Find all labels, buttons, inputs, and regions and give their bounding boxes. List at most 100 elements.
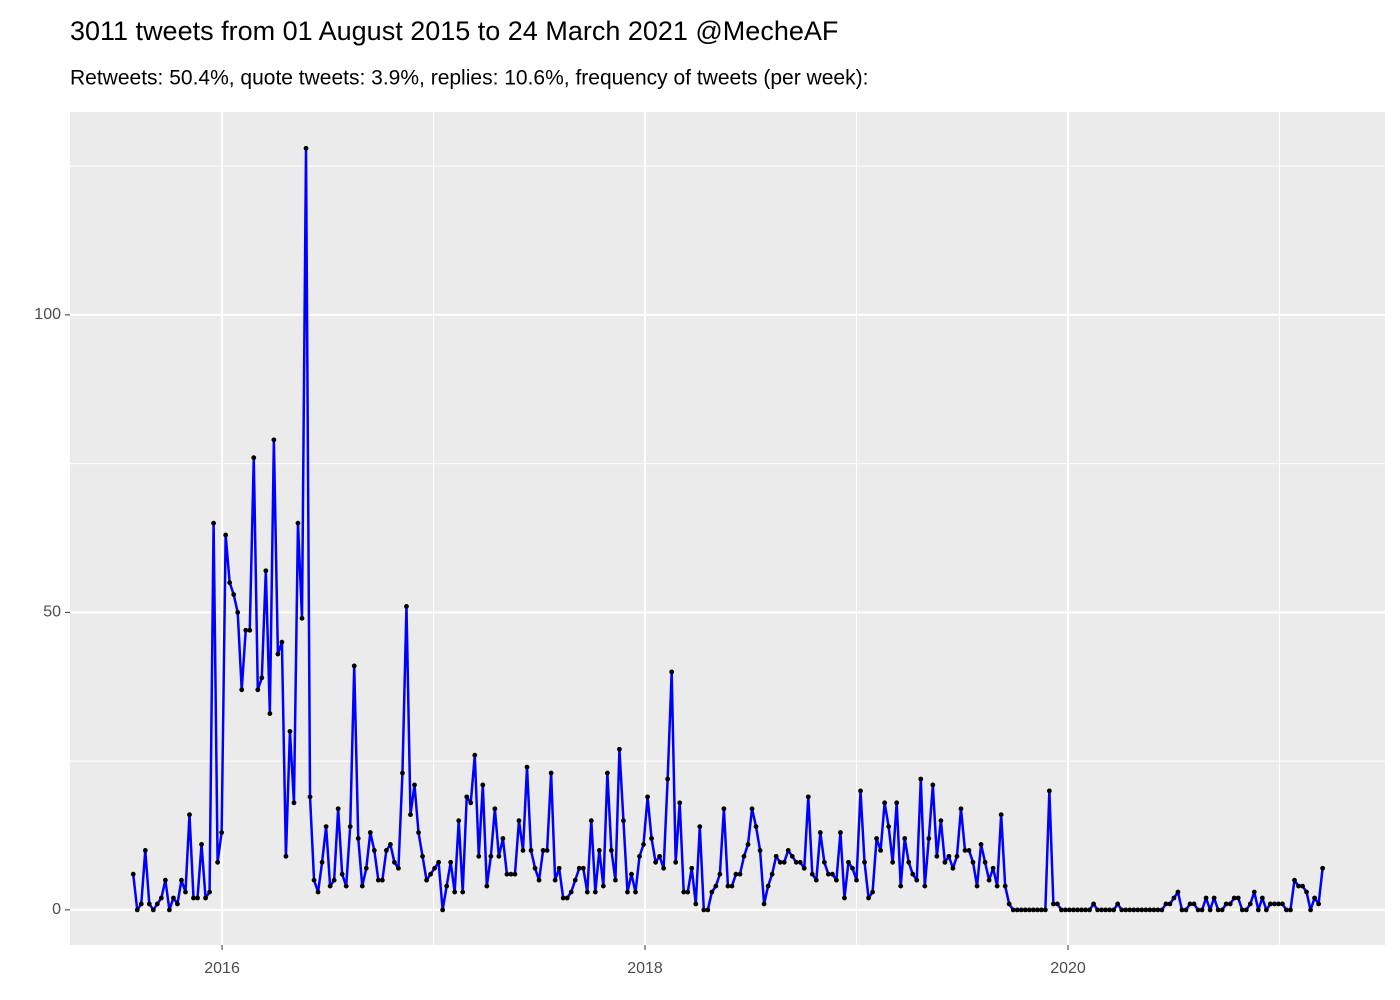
point bbox=[645, 794, 650, 800]
point bbox=[1271, 901, 1277, 907]
point bbox=[291, 800, 297, 806]
point bbox=[946, 853, 952, 859]
point bbox=[387, 842, 393, 847]
point bbox=[331, 877, 337, 883]
x-tick-label: 2018 bbox=[627, 960, 663, 977]
point bbox=[383, 847, 389, 853]
point bbox=[641, 842, 646, 847]
point bbox=[1179, 907, 1185, 913]
point bbox=[604, 770, 610, 776]
point bbox=[689, 865, 695, 871]
point bbox=[488, 853, 494, 859]
point bbox=[1292, 877, 1297, 883]
y-tick-label: 50 bbox=[43, 604, 61, 621]
point bbox=[592, 889, 598, 895]
point bbox=[777, 859, 783, 865]
point bbox=[713, 883, 719, 889]
point bbox=[1195, 907, 1201, 913]
point bbox=[580, 865, 586, 871]
point bbox=[657, 853, 663, 859]
point bbox=[789, 853, 795, 859]
point bbox=[1263, 907, 1269, 913]
point bbox=[512, 871, 518, 877]
point bbox=[1063, 907, 1068, 913]
point bbox=[568, 889, 574, 895]
point bbox=[870, 889, 875, 895]
point bbox=[757, 847, 763, 853]
point bbox=[416, 830, 421, 835]
point bbox=[962, 847, 968, 853]
point bbox=[166, 907, 172, 913]
point bbox=[1251, 889, 1257, 895]
point bbox=[392, 859, 397, 865]
point bbox=[227, 580, 233, 586]
point bbox=[1199, 907, 1205, 913]
point bbox=[1159, 907, 1165, 913]
point bbox=[701, 907, 707, 913]
point bbox=[420, 853, 425, 859]
point bbox=[653, 859, 658, 865]
point bbox=[267, 711, 273, 716]
point bbox=[633, 889, 638, 895]
point bbox=[158, 895, 164, 901]
x-tick-label: 2020 bbox=[1050, 960, 1086, 977]
point bbox=[588, 818, 594, 824]
point bbox=[263, 568, 269, 574]
point bbox=[954, 853, 960, 859]
point bbox=[801, 865, 807, 871]
point bbox=[231, 592, 237, 597]
point bbox=[1079, 907, 1084, 913]
point bbox=[673, 859, 679, 865]
point bbox=[1231, 895, 1237, 901]
point bbox=[994, 883, 1000, 889]
point bbox=[548, 770, 554, 776]
point bbox=[914, 877, 920, 883]
point bbox=[1147, 907, 1153, 913]
point bbox=[271, 437, 277, 443]
point bbox=[1215, 907, 1221, 913]
point bbox=[363, 865, 369, 871]
point bbox=[950, 865, 956, 871]
point bbox=[472, 752, 478, 758]
point bbox=[886, 824, 892, 829]
point bbox=[130, 871, 136, 877]
point bbox=[460, 889, 466, 895]
point bbox=[974, 883, 980, 889]
point bbox=[1316, 901, 1321, 907]
point bbox=[918, 776, 924, 782]
point bbox=[665, 776, 671, 782]
point bbox=[492, 806, 498, 812]
point bbox=[1018, 907, 1024, 913]
point bbox=[191, 895, 196, 901]
point bbox=[637, 853, 642, 859]
point bbox=[745, 842, 751, 847]
point bbox=[150, 907, 156, 913]
point bbox=[1026, 907, 1032, 913]
point bbox=[1191, 901, 1197, 907]
point bbox=[576, 865, 582, 871]
point bbox=[930, 782, 936, 788]
point bbox=[335, 806, 341, 812]
point bbox=[1038, 907, 1044, 913]
point bbox=[685, 889, 691, 895]
point bbox=[1119, 907, 1125, 913]
point bbox=[709, 889, 715, 895]
point bbox=[1183, 907, 1189, 913]
point bbox=[862, 859, 867, 865]
point bbox=[733, 871, 739, 877]
point bbox=[1123, 907, 1129, 913]
point bbox=[1143, 907, 1149, 913]
point bbox=[287, 728, 293, 734]
point bbox=[283, 853, 289, 859]
point bbox=[343, 883, 349, 889]
point bbox=[705, 907, 711, 913]
point bbox=[1103, 907, 1109, 913]
point bbox=[480, 782, 486, 788]
point bbox=[1255, 907, 1261, 913]
point bbox=[1022, 907, 1028, 913]
point bbox=[1207, 907, 1213, 913]
point bbox=[207, 889, 212, 895]
point bbox=[978, 842, 984, 847]
point bbox=[359, 883, 365, 889]
point bbox=[339, 871, 345, 877]
